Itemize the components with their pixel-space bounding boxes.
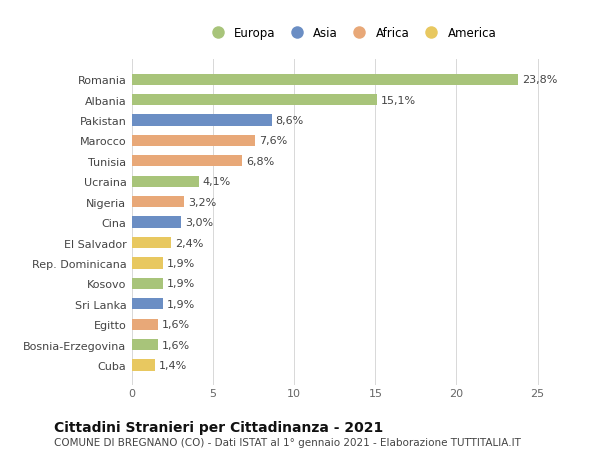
Bar — [132, 319, 158, 330]
Bar — [132, 135, 255, 147]
Bar — [132, 217, 181, 228]
Text: 3,2%: 3,2% — [188, 197, 216, 207]
Text: 1,9%: 1,9% — [167, 299, 195, 309]
Bar — [132, 196, 184, 208]
Bar — [132, 298, 163, 310]
Text: 8,6%: 8,6% — [275, 116, 304, 126]
Bar — [132, 339, 158, 350]
Text: 1,9%: 1,9% — [167, 279, 195, 289]
Bar — [132, 95, 377, 106]
Text: 23,8%: 23,8% — [522, 75, 557, 85]
Text: 1,6%: 1,6% — [162, 319, 190, 330]
Text: Cittadini Stranieri per Cittadinanza - 2021: Cittadini Stranieri per Cittadinanza - 2… — [54, 420, 383, 434]
Legend: Europa, Asia, Africa, America: Europa, Asia, Africa, America — [202, 23, 500, 43]
Text: 1,4%: 1,4% — [159, 360, 187, 370]
Bar — [132, 176, 199, 187]
Bar — [132, 237, 171, 249]
Text: 1,9%: 1,9% — [167, 258, 195, 269]
Text: 2,4%: 2,4% — [175, 238, 203, 248]
Bar — [132, 258, 163, 269]
Text: 3,0%: 3,0% — [185, 218, 213, 228]
Text: 4,1%: 4,1% — [203, 177, 231, 187]
Bar — [132, 115, 272, 126]
Bar — [132, 359, 155, 371]
Text: 6,8%: 6,8% — [247, 157, 275, 167]
Text: COMUNE DI BREGNANO (CO) - Dati ISTAT al 1° gennaio 2021 - Elaborazione TUTTITALI: COMUNE DI BREGNANO (CO) - Dati ISTAT al … — [54, 437, 521, 448]
Text: 1,6%: 1,6% — [162, 340, 190, 350]
Bar — [132, 278, 163, 289]
Bar — [132, 74, 518, 86]
Text: 7,6%: 7,6% — [259, 136, 287, 146]
Bar — [132, 156, 242, 167]
Text: 15,1%: 15,1% — [381, 95, 416, 106]
